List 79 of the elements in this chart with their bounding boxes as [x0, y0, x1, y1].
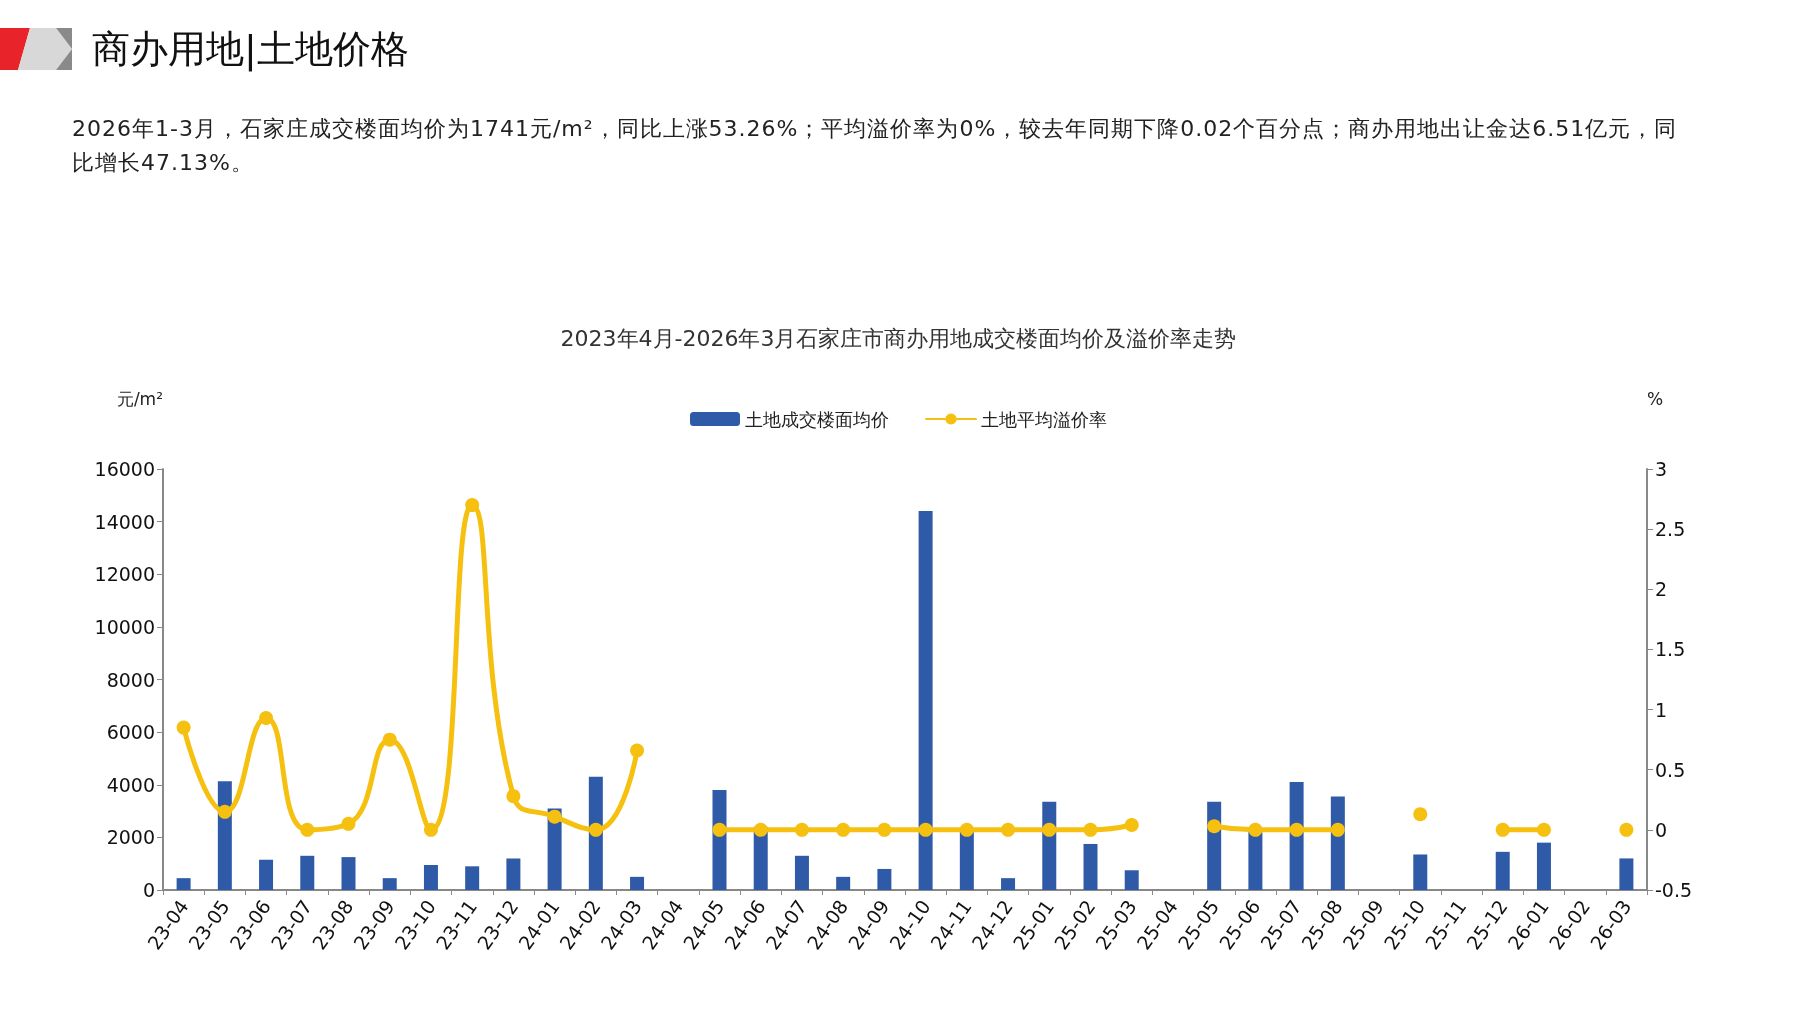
text: 商办用地|土地价格: [92, 26, 409, 74]
bar: [1124, 870, 1139, 890]
point: [1330, 822, 1345, 837]
point: [506, 789, 521, 804]
bar: [1495, 851, 1510, 890]
bar: [630, 876, 645, 890]
y2-tick-label: 0: [1655, 818, 1668, 841]
point: [1001, 822, 1016, 837]
point: [1289, 822, 1304, 837]
bar: [877, 868, 892, 890]
bar: [341, 857, 356, 890]
point: [753, 822, 768, 837]
point: [588, 822, 603, 837]
point: [836, 822, 851, 837]
bar: [1619, 858, 1634, 890]
y-tick-label: 4000: [106, 773, 155, 796]
text: 2026年1-3月，石家庄成交楼面均价为1741元/m²，同比上涨53.26%；平均溢价率为0%，较去年同期下降0.02个百分点；商办用地出让金达6.51亿元，同比增长47.13%。: [72, 115, 1679, 177]
bar: [176, 878, 191, 890]
point: [1619, 822, 1634, 837]
bar: [836, 876, 851, 890]
y2-tick-label: -0.5: [1655, 879, 1693, 901]
point: [176, 720, 191, 735]
point: [382, 732, 397, 747]
y2-tick-label: 2: [1655, 578, 1668, 601]
y-tick-label: 8000: [106, 668, 155, 691]
bar: [1536, 842, 1551, 890]
bar: [300, 855, 315, 890]
bar: [588, 776, 603, 890]
bar: [1001, 878, 1016, 890]
point: [794, 822, 809, 837]
point: [877, 822, 892, 837]
chart-title: 2023年4月-2026年3月石家庄市商办用地成交楼面均价及溢价率走势: [560, 325, 1237, 351]
legend-label: 土地成交楼面均价: [745, 408, 889, 430]
bar: [918, 511, 933, 890]
bar: [1289, 782, 1304, 890]
bar: [506, 858, 521, 890]
y2-axis-title: %: [1647, 388, 1664, 409]
point: [918, 822, 933, 837]
y2-tick-label: 1.5: [1655, 638, 1686, 661]
point: [712, 822, 727, 837]
bar: [959, 832, 974, 890]
y-tick-label: 16000: [94, 458, 155, 480]
point: [217, 804, 232, 819]
y2-tick-label: 1: [1655, 698, 1668, 721]
point: [959, 822, 974, 837]
y-tick-label: 14000: [94, 510, 155, 533]
y-tick-label: 2000: [106, 826, 155, 849]
point: [300, 822, 315, 837]
point: [259, 710, 274, 725]
bar: [465, 866, 480, 890]
y2-tick-label: 0.5: [1655, 758, 1686, 781]
bar: [1083, 843, 1098, 890]
legend-label: 土地平均溢价率: [981, 408, 1107, 430]
y2-tick-label: 3: [1655, 458, 1668, 480]
point: [1413, 807, 1428, 822]
point: [341, 816, 356, 831]
y-axis-title: 元/m²: [116, 388, 163, 409]
bar: [259, 859, 274, 890]
bar: [794, 855, 809, 890]
point: [423, 822, 438, 837]
bar: [382, 878, 397, 890]
bar: [1248, 832, 1263, 890]
y2-tick-label: 2.5: [1655, 518, 1686, 541]
point: [630, 743, 645, 758]
y-tick-label: 12000: [94, 563, 155, 586]
point: [465, 498, 480, 513]
y-tick-label: 6000: [106, 721, 155, 744]
point: [1042, 822, 1057, 837]
point: [1248, 822, 1263, 837]
point: [1124, 818, 1139, 833]
bar: [423, 865, 438, 890]
y-tick-label: 0: [142, 879, 155, 901]
point: [547, 809, 562, 824]
y-tick-label: 10000: [94, 615, 155, 638]
point: [1495, 822, 1510, 837]
point: [1207, 819, 1222, 834]
point: [1083, 822, 1098, 837]
bar: [1413, 854, 1428, 890]
point: [1536, 822, 1551, 837]
